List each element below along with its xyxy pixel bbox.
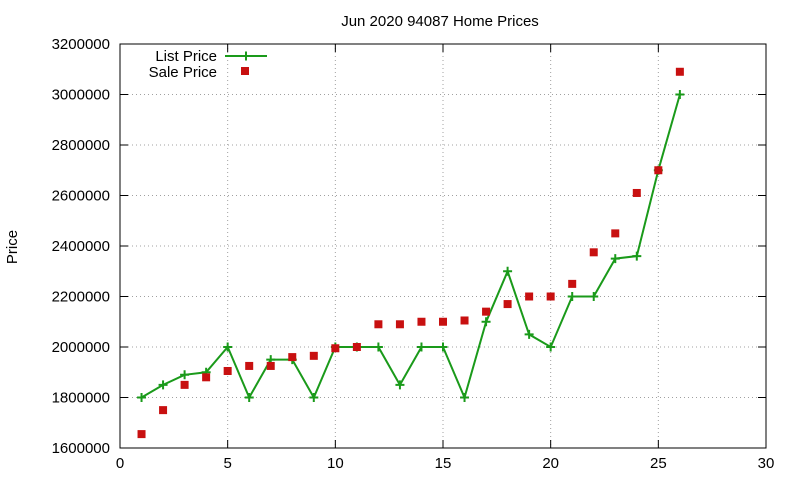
sale-price-point xyxy=(137,430,146,439)
list-price-point xyxy=(137,393,147,402)
sale-price-point xyxy=(460,316,469,325)
sale-price-point xyxy=(331,344,340,353)
list-price-point xyxy=(546,342,556,352)
list-price-point xyxy=(180,370,190,380)
chart-title: Jun 2020 94087 Home Prices xyxy=(341,13,539,30)
sale-price-point xyxy=(245,361,254,370)
list-price-point xyxy=(244,393,254,402)
y-tick-label: 2800000 xyxy=(52,137,110,154)
sale-price-point xyxy=(589,248,598,257)
y-tick-label: 1800000 xyxy=(52,390,110,407)
list-price-line xyxy=(140,94,681,401)
x-tick-label: 15 xyxy=(435,455,452,472)
legend-label-list-price: List Price xyxy=(155,48,217,65)
list-price-point xyxy=(589,292,599,301)
legend-sample-sale-price-marker xyxy=(241,67,249,75)
sale-price-point xyxy=(546,292,555,301)
list-price-point xyxy=(632,251,642,261)
sale-price-point xyxy=(374,320,383,329)
sale-price-point xyxy=(503,300,512,309)
x-tick-label: 20 xyxy=(542,455,559,472)
list-price-point xyxy=(438,342,448,352)
sale-price-point xyxy=(632,188,641,197)
y-tick-label: 2400000 xyxy=(52,238,110,255)
sale-price-point xyxy=(654,166,663,175)
sale-price-point xyxy=(309,351,318,360)
x-tick-label: 0 xyxy=(116,455,124,472)
list-price-point xyxy=(675,90,685,99)
list-price-point xyxy=(373,342,383,352)
legend-sample-list-price-marker xyxy=(241,51,251,61)
list-price-point xyxy=(503,266,513,276)
sale-price-point xyxy=(352,343,361,351)
x-tick-label: 30 xyxy=(758,455,775,472)
list-price-point xyxy=(481,317,491,327)
legend-label-sale-price: Sale Price xyxy=(149,64,217,81)
sale-price-point xyxy=(202,373,211,382)
sale-price-point xyxy=(675,67,684,76)
sale-price-point xyxy=(159,406,168,415)
x-tick-label: 5 xyxy=(223,455,231,472)
y-tick-label: 1600000 xyxy=(52,440,110,457)
list-price-point xyxy=(309,393,319,402)
list-price-point xyxy=(158,380,168,390)
axis-ticks: 0 5 10 15 20 25 30 1600000 1800000 2000000 2200000… xyxy=(52,36,775,472)
y-tick-label: 3000000 xyxy=(52,87,110,104)
series-group xyxy=(137,67,685,439)
list-price-point xyxy=(524,329,534,339)
sale-price-point xyxy=(223,366,232,375)
y-tick-label: 2600000 xyxy=(52,188,110,205)
list-price-point xyxy=(460,393,470,402)
x-tick-label: 10 xyxy=(327,455,344,472)
y-tick-label: 2200000 xyxy=(52,289,110,306)
sale-price-point xyxy=(568,279,577,288)
sale-price-point xyxy=(525,292,534,301)
grid-lines xyxy=(120,44,766,448)
list-price-point xyxy=(416,342,426,352)
sale-price-point xyxy=(288,353,297,362)
sale-price-point xyxy=(482,307,491,316)
sale-price-point xyxy=(439,317,447,326)
sale-price-point xyxy=(611,229,620,238)
y-axis-label: Price xyxy=(4,230,21,264)
sale-price-point xyxy=(395,320,404,329)
sale-price-point xyxy=(266,361,275,370)
sale-price-point xyxy=(180,380,189,389)
list-price-point xyxy=(610,254,620,264)
y-tick-label: 2000000 xyxy=(52,339,110,356)
sale-price-point xyxy=(417,317,426,326)
x-tick-label: 25 xyxy=(650,455,667,472)
y-tick-label: 3200000 xyxy=(52,36,110,53)
list-price-point xyxy=(567,292,577,301)
legend: List Price Sale Price xyxy=(149,48,267,81)
list-price-point xyxy=(223,342,233,352)
list-price-point xyxy=(395,380,405,390)
